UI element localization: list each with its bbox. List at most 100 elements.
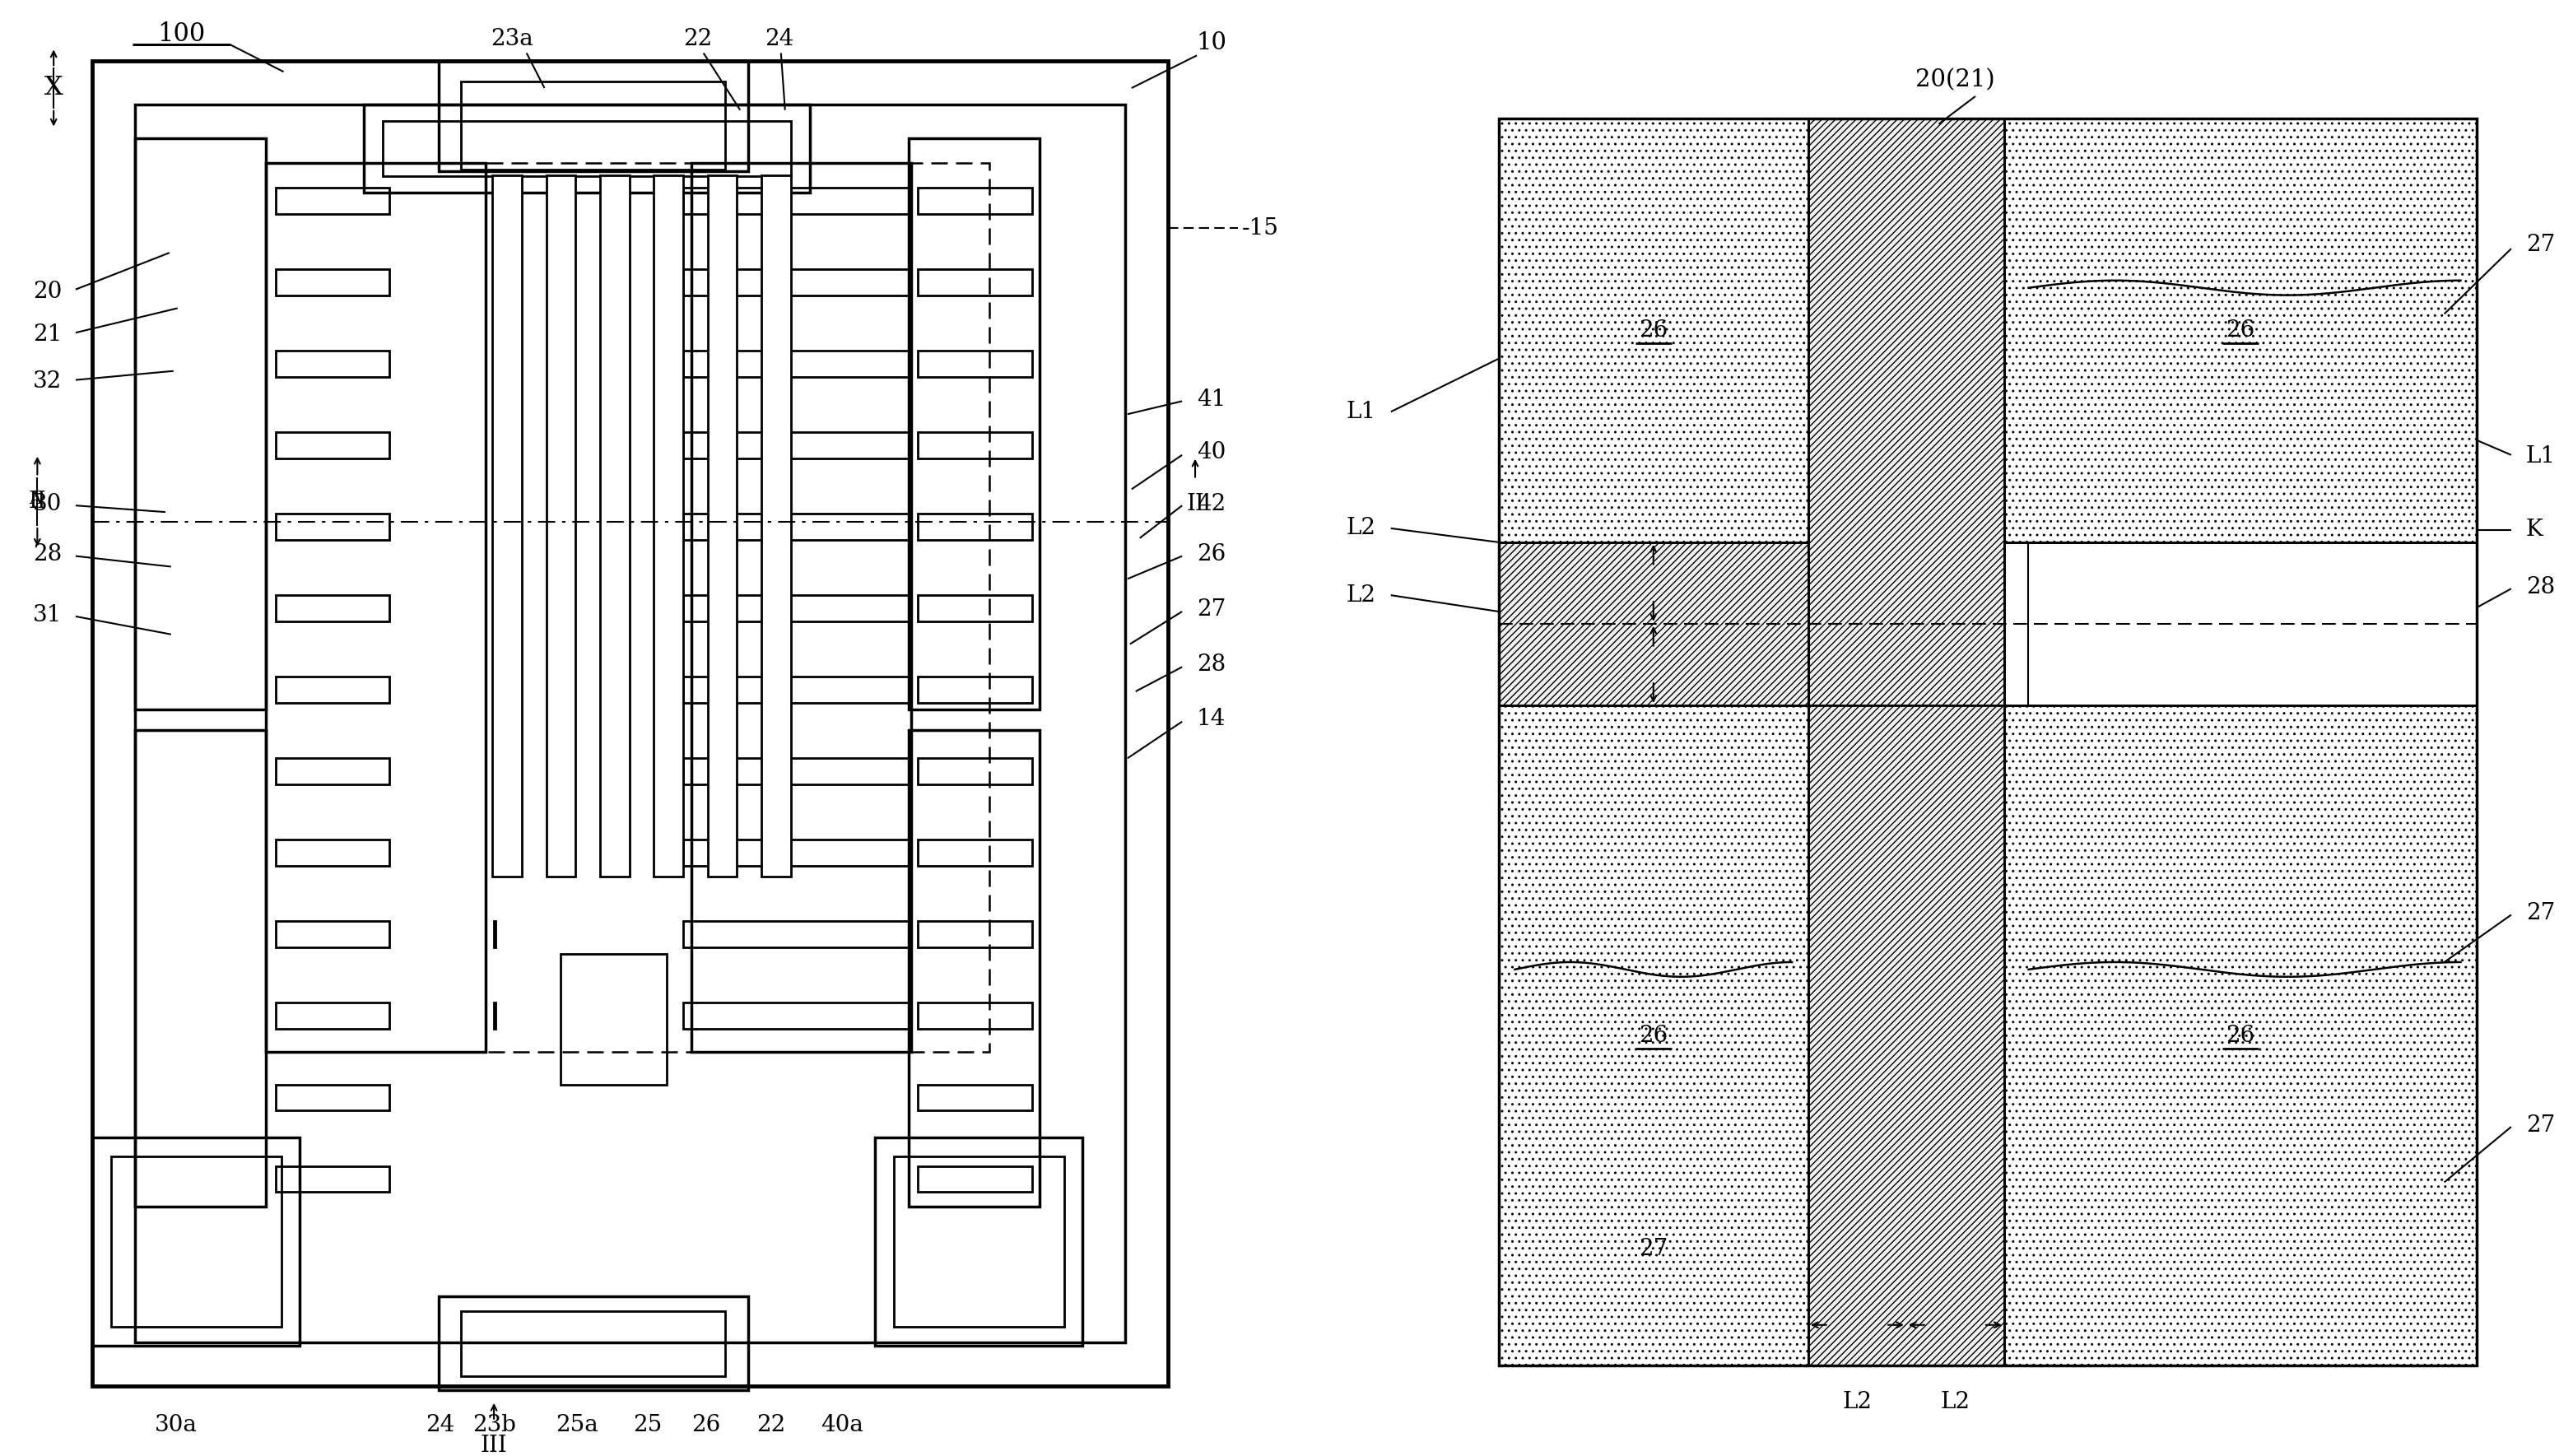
Bar [136, 105, 1126, 1342]
Bar [919, 1003, 1031, 1029]
Text: 42: 42 [1198, 492, 1226, 515]
Bar [491, 175, 522, 877]
Bar [919, 922, 1031, 948]
Bar [1809, 118, 2004, 705]
Bar [919, 269, 1031, 296]
Bar [136, 729, 266, 1207]
Bar [908, 138, 1039, 709]
Bar [919, 840, 1031, 866]
Text: K: K [2526, 518, 2544, 542]
Bar [1500, 705, 1809, 1366]
Bar [683, 759, 911, 785]
Bar [893, 1156, 1065, 1326]
Bar [1809, 705, 2004, 1366]
Text: 26: 26 [1198, 543, 1226, 565]
Text: 26: 26 [2226, 319, 2254, 341]
Bar [276, 759, 389, 785]
Text: 26: 26 [2226, 1025, 2254, 1047]
Bar [919, 677, 1031, 703]
Text: 40: 40 [1198, 441, 1226, 463]
Text: 32: 32 [33, 370, 61, 393]
Bar [110, 1156, 281, 1326]
Text: 22: 22 [683, 28, 711, 51]
Bar [683, 677, 911, 703]
Text: 27: 27 [2526, 1114, 2554, 1136]
Bar [683, 514, 911, 540]
Bar [384, 121, 791, 176]
Bar [276, 188, 389, 214]
Bar [276, 596, 389, 622]
Text: 10: 10 [1195, 31, 1226, 54]
Bar [276, 351, 389, 377]
Text: II: II [28, 491, 46, 513]
Bar [266, 163, 486, 1051]
Bar [92, 1137, 299, 1345]
Text: X: X [44, 76, 64, 100]
Bar [461, 82, 727, 169]
Text: III: III [481, 1434, 507, 1456]
Text: 30: 30 [33, 492, 61, 515]
Text: 20(21): 20(21) [1914, 68, 1996, 92]
Text: 27: 27 [1638, 1238, 1668, 1261]
Bar [276, 432, 389, 459]
Bar [276, 840, 389, 866]
Text: 23b: 23b [473, 1414, 517, 1436]
Bar [919, 188, 1031, 214]
Bar [438, 1296, 747, 1390]
Text: 31: 31 [33, 604, 61, 626]
Bar [919, 1085, 1031, 1111]
Text: 25a: 25a [555, 1414, 599, 1436]
Bar [919, 514, 1031, 540]
Text: L2: L2 [1346, 584, 1377, 606]
Bar [136, 138, 266, 709]
Text: L1: L1 [2526, 446, 2556, 467]
Bar [545, 175, 576, 877]
Bar [875, 1137, 1082, 1345]
Text: 28: 28 [33, 543, 61, 565]
Text: 27: 27 [2526, 233, 2554, 256]
Text: 14: 14 [1198, 708, 1226, 731]
Bar [919, 596, 1031, 622]
Bar [276, 922, 389, 948]
Bar [1500, 542, 1809, 705]
Bar [683, 922, 911, 948]
Text: 28: 28 [2526, 577, 2554, 598]
Text: 25: 25 [632, 1414, 663, 1436]
Text: -15: -15 [1241, 217, 1280, 239]
Bar [2004, 705, 2477, 1366]
Text: 26: 26 [691, 1414, 722, 1436]
Text: II: II [1187, 492, 1205, 515]
Text: L2: L2 [1940, 1392, 1970, 1414]
Bar [683, 269, 911, 296]
Text: 27: 27 [1198, 598, 1226, 622]
Bar [683, 596, 911, 622]
Bar [919, 432, 1031, 459]
Bar [2004, 118, 2477, 542]
Bar [560, 954, 668, 1085]
Bar [276, 269, 389, 296]
Bar [683, 188, 911, 214]
Text: 40a: 40a [821, 1414, 862, 1436]
Text: 22: 22 [757, 1414, 786, 1436]
Bar [683, 432, 911, 459]
Text: 20: 20 [33, 281, 61, 303]
Bar [691, 163, 911, 1051]
Bar [276, 1085, 389, 1111]
Bar [276, 1003, 389, 1029]
Text: 26: 26 [1638, 319, 1668, 341]
Bar [919, 1166, 1031, 1192]
Bar [1500, 118, 1809, 542]
Bar [683, 840, 911, 866]
Text: 27: 27 [2526, 903, 2554, 925]
Bar [653, 175, 683, 877]
Bar [438, 61, 747, 172]
Bar [363, 105, 811, 192]
Bar [683, 351, 911, 377]
Text: 23a: 23a [491, 28, 532, 51]
Text: L2: L2 [1346, 517, 1377, 540]
Text: L1: L1 [1346, 400, 1377, 422]
Text: 21: 21 [33, 323, 61, 345]
Text: 24: 24 [765, 28, 793, 51]
Bar [1500, 118, 2477, 1366]
Bar [276, 514, 389, 540]
